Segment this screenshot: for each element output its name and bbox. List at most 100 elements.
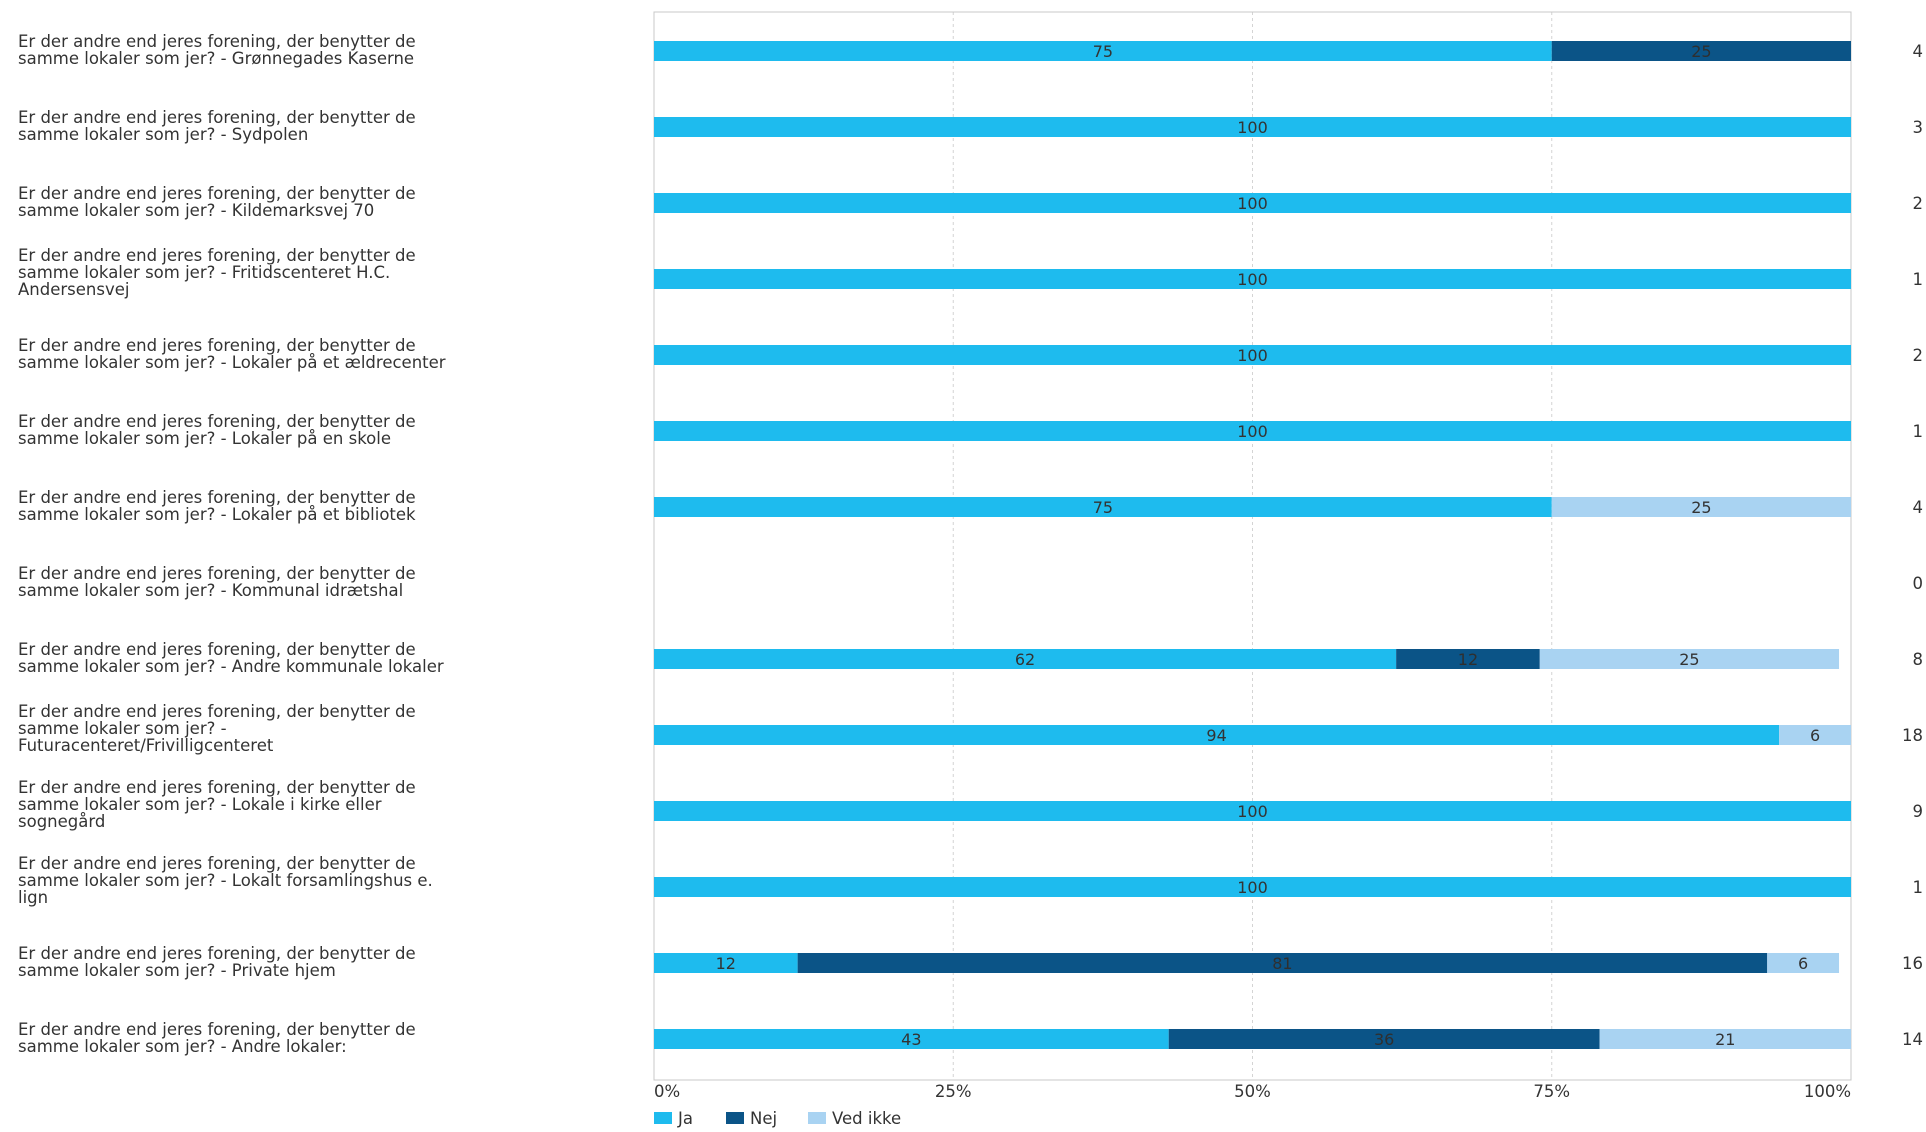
bar-value-label: 100	[1237, 346, 1268, 365]
category-label-line: samme lokaler som jer? - Andre kommunale…	[18, 657, 444, 676]
bar-value-label: 100	[1237, 118, 1268, 137]
legend-swatch	[726, 1112, 744, 1124]
category-label: Er der andre end jeres forening, der ben…	[18, 564, 416, 600]
bar-value-label: 100	[1237, 270, 1268, 289]
category-label-line: Er der andre end jeres forening, der ben…	[18, 564, 416, 583]
x-tick-label: 25%	[935, 1082, 972, 1101]
category-label-line: samme lokaler som jer? - Andre lokaler:	[18, 1037, 347, 1056]
category-label: Er der andre end jeres forening, der ben…	[18, 944, 416, 980]
count-label: 18	[1902, 726, 1923, 745]
bar-segment	[1779, 725, 1851, 745]
count-label: 9	[1913, 802, 1924, 821]
category-label-line: Er der andre end jeres forening, der ben…	[18, 778, 416, 797]
bar-segment	[1599, 1029, 1851, 1049]
legend-label: Ja	[677, 1109, 693, 1128]
category-label-line: samme lokaler som jer? - Grønnegades Kas…	[18, 49, 414, 68]
bar-segment	[1767, 953, 1840, 973]
bar-segment	[1551, 41, 1851, 61]
bar-segment	[1168, 1029, 1600, 1049]
legend-swatch	[654, 1112, 672, 1124]
category-label: Er der andre end jeres forening, der ben…	[18, 412, 416, 448]
plot-frame	[653, 11, 1852, 1081]
bar-value-label: 100	[1237, 878, 1268, 897]
category-label-line: Er der andre end jeres forening, der ben…	[18, 246, 416, 265]
bar-segment	[1539, 649, 1840, 669]
x-tick-label: 100%	[1804, 1082, 1851, 1101]
category-label-line: Er der andre end jeres forening, der ben…	[18, 854, 416, 873]
category-label: Er der andre end jeres forening, der ben…	[18, 336, 446, 372]
category-label-line: samme lokaler som jer? - Fritidscenteret…	[18, 263, 390, 282]
bar-value-label: 100	[1237, 422, 1268, 441]
count-label: 3	[1913, 118, 1924, 137]
x-tick-label: 75%	[1533, 1082, 1570, 1101]
bar-segment	[654, 269, 1851, 289]
category-label: Er der andre end jeres forening, der ben…	[18, 108, 416, 144]
x-tick-label: 0%	[654, 1082, 680, 1101]
category-label-line: Er der andre end jeres forening, der ben…	[18, 336, 416, 355]
category-label: Er der andre end jeres forening, der ben…	[18, 854, 433, 907]
count-label: 0	[1913, 574, 1924, 593]
count-label: 2	[1913, 346, 1924, 365]
category-label-line: Er der andre end jeres forening, der ben…	[18, 944, 416, 963]
category-label-line: Er der andre end jeres forening, der ben…	[18, 32, 416, 51]
legend-swatch	[808, 1112, 826, 1124]
category-label-line: samme lokaler som jer? - Lokaler på et b…	[18, 505, 416, 524]
bar-segment	[654, 649, 1397, 669]
category-labels: Er der andre end jeres forening, der ben…	[18, 32, 446, 1056]
bar-segment	[654, 421, 1851, 441]
category-label-line: Er der andre end jeres forening, der ben…	[18, 640, 416, 659]
count-label: 1	[1913, 878, 1924, 897]
bar-value-label: 100	[1237, 194, 1268, 213]
category-label-line: samme lokaler som jer? - Lokalt forsamli…	[18, 871, 433, 890]
bar-segment	[654, 497, 1552, 517]
category-label-line: samme lokaler som jer? - Kommunal idræts…	[18, 581, 403, 600]
bar-value-label: 6	[1810, 726, 1820, 745]
count-label: 8	[1913, 650, 1924, 669]
count-label: 2	[1913, 194, 1924, 213]
count-label: 1	[1913, 422, 1924, 441]
bar-value-label: 25	[1691, 42, 1711, 61]
legend: Ja Nej Ved ikke	[654, 1109, 901, 1128]
category-label: Er der andre end jeres forening, der ben…	[18, 1020, 416, 1056]
category-label-line: samme lokaler som jer? - Sydpolen	[18, 125, 308, 144]
count-label: 4	[1913, 498, 1924, 517]
bar-value-label: 81	[1272, 954, 1292, 973]
x-tick-label: 50%	[1234, 1082, 1271, 1101]
category-label-line: samme lokaler som jer? - Lokaler på en s…	[18, 429, 391, 448]
category-label-line: Futuracenteret/Frivilligcenteret	[18, 736, 274, 755]
bar-value-label: 25	[1691, 498, 1711, 517]
legend-label: Ved ikke	[832, 1109, 901, 1128]
bar-segment	[654, 953, 798, 973]
category-label: Er der andre end jeres forening, der ben…	[18, 184, 416, 220]
bar-segment	[654, 725, 1780, 745]
category-label-line: sognegård	[18, 812, 105, 831]
plot-border	[653, 11, 1852, 1081]
bar-value-label: 25	[1679, 650, 1699, 669]
category-label-line: samme lokaler som jer? - Lokale i kirke …	[18, 795, 382, 814]
category-label-line: Er der andre end jeres forening, der ben…	[18, 108, 416, 127]
bar-value-label: 62	[1015, 650, 1035, 669]
bar-value-label: 75	[1093, 42, 1113, 61]
count-label: 4	[1913, 42, 1924, 61]
category-label: Er der andre end jeres forening, der ben…	[18, 488, 416, 524]
bar-segment	[654, 1029, 1169, 1049]
bar-value-label: 75	[1093, 498, 1113, 517]
bar-value-label: 12	[716, 954, 736, 973]
bar-segment	[1396, 649, 1540, 669]
bar-segment	[1551, 497, 1851, 517]
category-label: Er der andre end jeres forening, der ben…	[18, 778, 416, 831]
bar-segment	[654, 345, 1851, 365]
grid-lines	[952, 12, 1553, 1080]
count-label: 16	[1902, 954, 1923, 973]
bar-value-label: 21	[1715, 1030, 1735, 1049]
category-label-line: samme lokaler som jer? - Lokaler på et æ…	[18, 353, 446, 372]
category-label-line: Er der andre end jeres forening, der ben…	[18, 488, 416, 507]
count-label: 1	[1913, 270, 1924, 289]
bar-segment	[654, 877, 1851, 897]
bar-segment	[797, 953, 1768, 973]
category-label-line: Er der andre end jeres forening, der ben…	[18, 1020, 416, 1039]
category-label-line: lign	[18, 888, 48, 907]
